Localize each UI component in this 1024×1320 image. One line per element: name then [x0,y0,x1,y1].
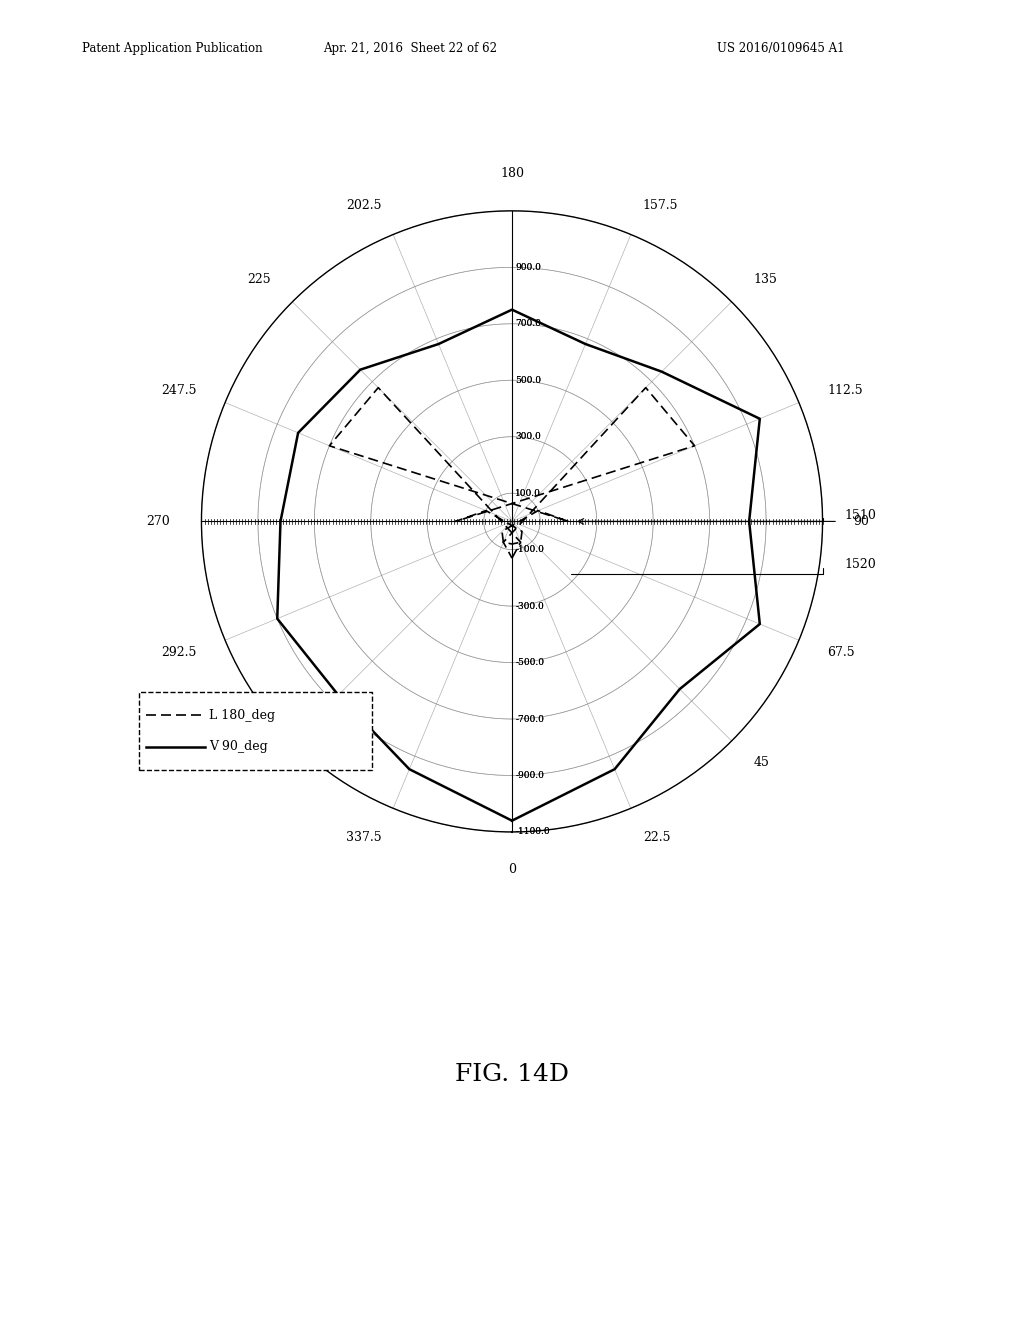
Text: 247.5: 247.5 [161,384,197,397]
Text: 202.5: 202.5 [346,199,381,213]
Text: 300.0: 300.0 [515,432,541,441]
Text: -500.0: -500.0 [515,659,545,667]
Text: 1520: 1520 [845,558,877,572]
Text: 270: 270 [146,515,170,528]
Text: Patent Application Publication: Patent Application Publication [82,42,262,55]
Text: 700.0: 700.0 [515,319,542,329]
Text: -700.0: -700.0 [515,714,545,723]
Text: FIG. 14D: FIG. 14D [455,1063,569,1085]
Text: -300.0: -300.0 [515,602,544,611]
Text: 315: 315 [247,756,270,770]
Bar [139,692,373,770]
Text: -300.0: -300.0 [515,602,544,611]
Text: 45: 45 [754,756,769,770]
Text: 300.0: 300.0 [515,432,541,441]
Text: 1510: 1510 [845,508,877,521]
Text: Apr. 21, 2016  Sheet 22 of 62: Apr. 21, 2016 Sheet 22 of 62 [323,42,497,55]
Text: -900.0: -900.0 [515,771,545,780]
Text: 0: 0 [508,863,516,876]
Text: 337.5: 337.5 [346,830,381,843]
Text: 700.0: 700.0 [515,319,542,329]
Text: 112.5: 112.5 [827,384,863,397]
Text: -100.0: -100.0 [515,545,545,554]
Text: -100.0: -100.0 [515,545,545,554]
Text: -1100.0: -1100.0 [515,828,550,837]
Text: 292.5: 292.5 [161,645,197,659]
Text: 90: 90 [854,515,869,528]
Text: -900.0: -900.0 [515,771,545,780]
Text: 22.5: 22.5 [643,830,671,843]
Text: 500.0: 500.0 [515,376,542,384]
Text: 500.0: 500.0 [515,376,542,384]
Text: -1100.0: -1100.0 [515,828,550,837]
Text: 157.5: 157.5 [643,199,678,213]
Text: V 90_deg: V 90_deg [209,741,268,752]
Text: -700.0: -700.0 [515,714,545,723]
Text: -500.0: -500.0 [515,659,545,667]
Text: US 2016/0109645 A1: US 2016/0109645 A1 [717,42,845,55]
Text: 900.0: 900.0 [515,263,542,272]
Text: 100.0: 100.0 [515,488,542,498]
Text: L 180_deg: L 180_deg [209,709,275,722]
Text: 900.0: 900.0 [515,263,542,272]
Text: 135: 135 [754,273,777,286]
Text: 67.5: 67.5 [827,645,855,659]
Text: 100.0: 100.0 [515,488,542,498]
Text: 180: 180 [500,166,524,180]
Text: 225: 225 [247,273,270,286]
